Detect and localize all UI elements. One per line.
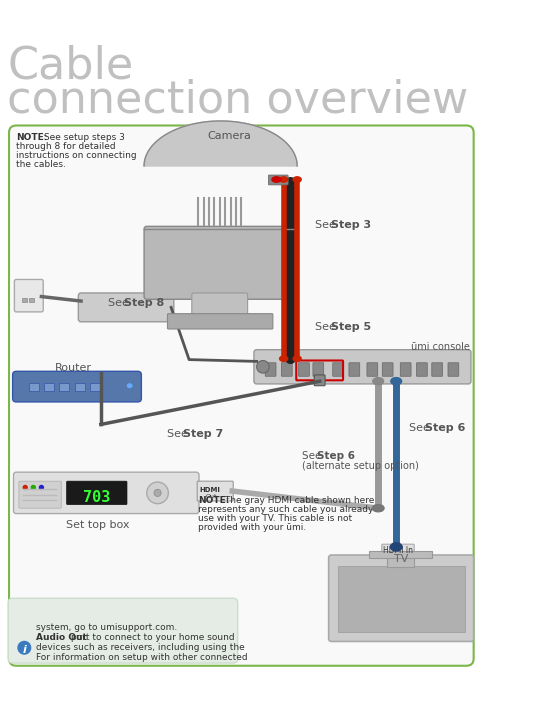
FancyBboxPatch shape	[13, 472, 199, 513]
Polygon shape	[144, 121, 297, 166]
Text: Router: Router	[55, 363, 92, 373]
Text: See: See	[315, 220, 339, 230]
Bar	[369, 550, 432, 557]
FancyBboxPatch shape	[416, 362, 427, 376]
FancyBboxPatch shape	[382, 544, 414, 559]
Ellipse shape	[373, 505, 384, 512]
FancyBboxPatch shape	[314, 375, 325, 386]
Text: See: See	[302, 451, 324, 461]
FancyBboxPatch shape	[448, 362, 459, 376]
FancyBboxPatch shape	[9, 125, 474, 666]
FancyBboxPatch shape	[8, 598, 238, 663]
FancyBboxPatch shape	[144, 226, 297, 299]
FancyBboxPatch shape	[367, 362, 378, 376]
FancyBboxPatch shape	[167, 314, 273, 329]
Text: ūmi console: ūmi console	[411, 342, 470, 352]
Text: NOTE:: NOTE:	[198, 496, 229, 506]
Ellipse shape	[272, 177, 281, 182]
Text: use with your TV. This cable is not: use with your TV. This cable is not	[198, 515, 352, 523]
Text: Camera: Camera	[207, 131, 251, 141]
Bar	[29, 298, 34, 302]
Circle shape	[18, 642, 31, 654]
Ellipse shape	[293, 356, 301, 362]
Text: See: See	[315, 322, 339, 332]
Text: The gray HDMI cable shown here: The gray HDMI cable shown here	[221, 496, 374, 506]
Text: the cables.: the cables.	[16, 159, 66, 169]
FancyBboxPatch shape	[432, 362, 443, 376]
FancyBboxPatch shape	[333, 362, 344, 376]
Text: For information on setup with other connected: For information on setup with other conn…	[36, 653, 248, 662]
Text: Step 6: Step 6	[425, 423, 465, 433]
Text: Out: Out	[205, 493, 217, 499]
Text: See: See	[409, 423, 433, 433]
Text: NOTE:: NOTE:	[16, 132, 48, 142]
Bar	[59, 383, 69, 391]
FancyBboxPatch shape	[254, 350, 471, 384]
FancyBboxPatch shape	[349, 362, 360, 376]
FancyBboxPatch shape	[19, 481, 61, 508]
Ellipse shape	[293, 177, 301, 182]
Text: port to connect to your home sound: port to connect to your home sound	[68, 634, 234, 642]
FancyBboxPatch shape	[13, 371, 142, 402]
Text: TV: TV	[393, 554, 408, 564]
Circle shape	[257, 360, 269, 373]
Ellipse shape	[128, 384, 132, 387]
Text: represents any such cable you already: represents any such cable you already	[198, 506, 374, 515]
FancyBboxPatch shape	[329, 555, 474, 642]
FancyBboxPatch shape	[400, 362, 411, 376]
Bar	[75, 383, 85, 391]
Text: Audio Out: Audio Out	[36, 634, 87, 642]
Bar	[29, 383, 39, 391]
Text: 703: 703	[83, 490, 110, 506]
FancyBboxPatch shape	[192, 293, 248, 316]
Bar	[387, 556, 414, 567]
Text: Step 6: Step 6	[317, 451, 355, 461]
Circle shape	[23, 485, 28, 490]
FancyBboxPatch shape	[313, 362, 324, 376]
Text: devices such as receivers, including using the: devices such as receivers, including usi…	[36, 643, 245, 652]
Text: Step 8: Step 8	[124, 298, 165, 308]
Text: connection overview: connection overview	[7, 78, 468, 122]
Circle shape	[31, 485, 36, 490]
Text: (alternate setup option): (alternate setup option)	[302, 461, 419, 471]
FancyBboxPatch shape	[269, 175, 288, 185]
Text: See: See	[108, 298, 132, 308]
Text: provided with your ūmi.: provided with your ūmi.	[198, 523, 307, 533]
FancyBboxPatch shape	[281, 362, 292, 376]
Ellipse shape	[373, 377, 384, 384]
Text: HDMI: HDMI	[199, 488, 220, 493]
Ellipse shape	[280, 356, 288, 362]
FancyBboxPatch shape	[265, 362, 276, 376]
Ellipse shape	[390, 543, 402, 551]
Text: instructions on connecting: instructions on connecting	[16, 151, 137, 159]
Text: Step 5: Step 5	[331, 322, 371, 332]
FancyBboxPatch shape	[382, 362, 393, 376]
Bar	[44, 383, 54, 391]
FancyBboxPatch shape	[197, 481, 233, 501]
Text: Cable: Cable	[7, 44, 133, 88]
FancyBboxPatch shape	[78, 293, 174, 322]
Bar	[21, 298, 27, 302]
Ellipse shape	[391, 377, 401, 384]
Text: system, go to umisupport.com.: system, go to umisupport.com.	[36, 624, 177, 632]
FancyBboxPatch shape	[14, 280, 43, 312]
Text: See: See	[167, 429, 191, 439]
Text: Set top box: Set top box	[65, 520, 129, 530]
Bar	[90, 383, 100, 391]
Text: i: i	[23, 644, 26, 654]
Text: Step 3: Step 3	[331, 220, 371, 230]
Circle shape	[39, 485, 44, 490]
Text: HDMI In: HDMI In	[383, 546, 413, 555]
FancyBboxPatch shape	[66, 481, 127, 505]
Circle shape	[154, 489, 161, 496]
Text: See setup steps 3: See setup steps 3	[41, 132, 125, 142]
Text: Step 7: Step 7	[183, 429, 223, 439]
Text: through 8 for detailed: through 8 for detailed	[16, 142, 116, 151]
FancyBboxPatch shape	[299, 362, 309, 376]
Circle shape	[147, 482, 168, 503]
Bar	[338, 566, 465, 632]
Ellipse shape	[280, 177, 288, 182]
